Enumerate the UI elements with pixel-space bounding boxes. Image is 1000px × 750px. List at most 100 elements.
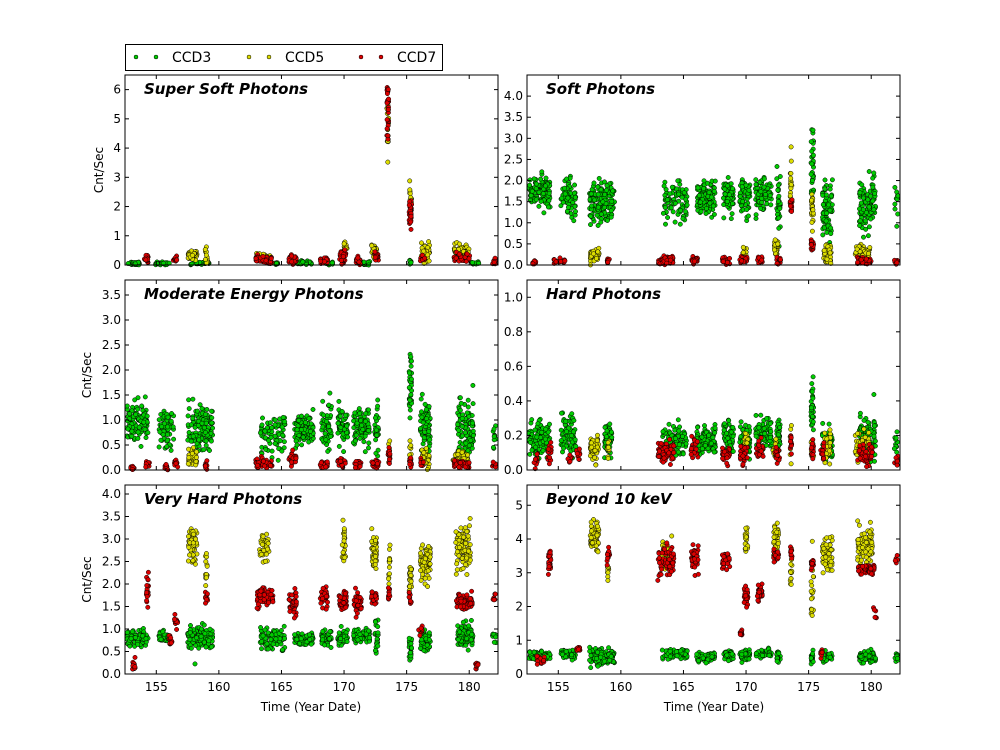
data-point-ccd3 — [469, 445, 475, 451]
data-point-ccd3 — [171, 436, 177, 442]
data-point-ccd3 — [866, 204, 872, 210]
data-point-ccd5 — [867, 245, 873, 250]
data-point-ccd5 — [865, 251, 871, 256]
data-point-ccd3 — [602, 179, 607, 185]
data-point-ccd3 — [533, 197, 539, 203]
data-point-ccd5 — [822, 430, 828, 436]
data-point-ccd5 — [809, 228, 815, 234]
data-point-ccd3 — [164, 444, 170, 449]
data-point-ccd3 — [672, 200, 678, 206]
data-point-ccd3 — [186, 397, 192, 403]
data-point-ccd3 — [408, 260, 414, 266]
data-point-ccd3 — [470, 428, 476, 434]
data-point-ccd3 — [138, 443, 144, 449]
data-point-ccd3 — [125, 426, 131, 432]
data-point-ccd3 — [680, 216, 686, 222]
data-point-ccd7 — [318, 258, 324, 264]
data-point-ccd3 — [892, 184, 898, 190]
data-point-ccd3 — [808, 171, 814, 177]
data-point-ccd3 — [810, 127, 816, 133]
data-point-ccd7 — [567, 452, 573, 458]
data-point-ccd3 — [810, 395, 816, 401]
data-point-ccd3 — [293, 438, 299, 444]
data-point-ccd5 — [425, 252, 431, 258]
data-point-ccd3 — [426, 404, 432, 409]
data-point-ccd3 — [306, 416, 312, 421]
data-point-ccd7 — [466, 256, 472, 262]
data-point-ccd3 — [724, 199, 730, 205]
y-tick-label: 0.5 — [504, 237, 523, 251]
data-point-ccd5 — [772, 237, 778, 243]
data-point-ccd3 — [725, 435, 731, 441]
data-point-ccd7 — [738, 443, 744, 449]
data-point-ccd3 — [865, 233, 871, 239]
data-point-ccd3 — [529, 188, 535, 194]
data-point-ccd7 — [324, 459, 330, 465]
data-point-ccd3 — [203, 420, 209, 426]
data-point-ccd7 — [689, 446, 694, 452]
data-point-ccd3 — [274, 260, 279, 266]
data-point-ccd5 — [202, 257, 208, 262]
data-point-ccd3 — [776, 193, 782, 199]
data-point-ccd3 — [264, 425, 270, 431]
data-point-ccd3 — [320, 398, 326, 404]
data-point-ccd7 — [668, 257, 674, 263]
data-point-ccd7 — [742, 445, 748, 451]
y-tick-label: 0.0 — [102, 463, 121, 477]
data-point-ccd3 — [872, 458, 877, 464]
data-point-ccd3 — [144, 413, 150, 419]
data-point-ccd3 — [209, 420, 215, 426]
data-point-ccd7 — [456, 251, 462, 257]
data-point-ccd7 — [553, 259, 559, 265]
data-point-ccd3 — [426, 428, 432, 434]
data-point-ccd3 — [170, 424, 176, 430]
data-point-ccd3 — [857, 410, 863, 416]
data-point-ccd3 — [158, 437, 164, 443]
data-point-ccd3 — [699, 434, 705, 440]
data-point-ccd7 — [466, 460, 472, 466]
data-point-ccd3 — [366, 407, 372, 413]
data-point-ccd3 — [534, 181, 540, 187]
data-point-ccd3 — [539, 429, 545, 435]
data-point-ccd5 — [421, 248, 427, 254]
data-point-ccd3 — [701, 186, 707, 191]
data-point-ccd3 — [468, 437, 474, 443]
data-point-ccd3 — [142, 426, 148, 432]
data-point-ccd5 — [773, 436, 779, 442]
data-point-ccd3 — [753, 433, 759, 439]
data-point-ccd3 — [359, 422, 365, 428]
data-point-ccd5 — [810, 207, 816, 213]
data-point-ccd7 — [666, 450, 672, 456]
data-point-ccd5 — [455, 451, 461, 457]
data-point-ccd3 — [262, 428, 268, 434]
data-point-ccd3 — [335, 430, 341, 436]
data-point-ccd7 — [340, 254, 346, 260]
data-point-ccd3 — [730, 448, 736, 454]
plot-frame — [124, 74, 499, 266]
data-point-ccd3 — [165, 424, 171, 430]
data-point-ccd3 — [871, 433, 877, 439]
data-point-ccd3 — [194, 408, 200, 414]
data-point-ccd3 — [660, 210, 666, 216]
data-point-ccd3 — [863, 210, 869, 215]
data-point-ccd7 — [576, 446, 582, 452]
data-point-ccd3 — [188, 438, 194, 444]
legend-label: CCD3 — [172, 50, 211, 66]
data-point-ccd3 — [764, 201, 770, 207]
data-point-ccd3 — [823, 218, 829, 224]
data-point-ccd5 — [788, 158, 794, 164]
data-point-ccd5 — [824, 256, 830, 262]
data-point-ccd3 — [366, 440, 372, 446]
data-point-ccd7 — [464, 251, 470, 257]
data-point-ccd3 — [712, 178, 718, 184]
data-point-ccd3 — [595, 223, 601, 228]
data-point-ccd3 — [871, 392, 877, 397]
data-point-ccd3 — [409, 376, 414, 382]
data-point-ccd3 — [323, 437, 329, 443]
data-point-ccd3 — [362, 449, 368, 455]
data-point-ccd3 — [810, 419, 816, 425]
data-point-ccd3 — [706, 189, 712, 195]
data-point-ccd3 — [709, 214, 715, 220]
data-point-ccd3 — [279, 448, 285, 454]
data-point-ccd3 — [894, 429, 900, 435]
